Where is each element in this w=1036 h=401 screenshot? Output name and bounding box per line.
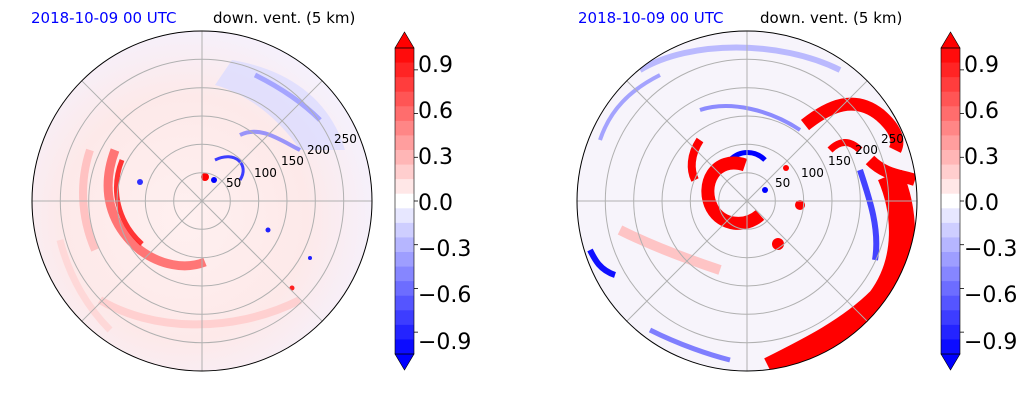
right-colorbar-level xyxy=(941,295,960,311)
left-colorbar-level xyxy=(395,222,414,238)
right-colorbar-level xyxy=(941,193,960,209)
left-radial-tick-labels: 50 100 150 200 250 xyxy=(226,132,357,190)
left-polar-frame xyxy=(31,30,373,372)
right-colorbar-level xyxy=(941,135,960,151)
right-cbtick-0.3: 0.3 xyxy=(964,145,999,170)
right-cbtick-0.6: 0.6 xyxy=(964,99,999,124)
left-colorbar-level xyxy=(395,179,414,195)
left-colorbar-level xyxy=(395,164,414,180)
right-rtick-250: 250 xyxy=(881,132,904,146)
left-cbtick-0.9: 0.9 xyxy=(418,53,453,78)
right-polar-grid xyxy=(577,31,917,371)
left-colorbar-ticks: 0.9 0.6 0.3 0.0 −0.3 −0.6 −0.9 xyxy=(418,53,471,355)
left-colorbar-swatches xyxy=(394,31,418,371)
right-colorbar-level xyxy=(941,310,960,326)
left-colorbar-level xyxy=(395,91,414,107)
left-colorbar-level xyxy=(395,135,414,151)
right-colorbar-level xyxy=(941,48,960,64)
right-colorbar-level xyxy=(941,252,960,268)
right-colorbar-level xyxy=(941,237,960,253)
right-colorbar-level xyxy=(941,62,960,78)
right-colorbar-level xyxy=(941,77,960,93)
left-cbtick-m0.3: −0.3 xyxy=(418,237,471,262)
right-title-date: 2018-10-09 00 UTC xyxy=(578,9,724,27)
left-colorbar-level xyxy=(395,324,414,340)
left-colorbar-level xyxy=(395,62,414,78)
left-colorbar-level xyxy=(395,150,414,166)
right-rtick-150: 150 xyxy=(828,154,851,168)
left-rtick-250: 250 xyxy=(334,132,357,146)
right-colorbar-level xyxy=(941,179,960,195)
left-colorbar-level xyxy=(395,339,414,355)
left-colorbar-level xyxy=(395,120,414,136)
left-cbtick-0.6: 0.6 xyxy=(418,99,453,124)
right-colorbar-ticks: 0.9 0.6 0.3 0.0 −0.3 −0.6 −0.9 xyxy=(964,53,1017,355)
right-colorbar-level xyxy=(941,164,960,180)
left-colorbar-level xyxy=(395,193,414,209)
right-colorbar-level xyxy=(941,150,960,166)
right-colorbar-level xyxy=(941,339,960,355)
left-cbtick-m0.9: −0.9 xyxy=(418,330,471,355)
left-polar-grid xyxy=(32,31,372,371)
left-colorbar-level xyxy=(395,48,414,64)
left-rtick-100: 100 xyxy=(254,166,277,180)
right-colorbar-swatches xyxy=(940,31,964,371)
right-colorbar-level xyxy=(941,266,960,282)
left-colorbar-level xyxy=(395,77,414,93)
right-colorbar-level xyxy=(941,324,960,340)
left-cbtick-0.0: 0.0 xyxy=(418,191,453,216)
right-title-variable: down. vent. (5 km) xyxy=(760,9,902,27)
left-cbtick-0.3: 0.3 xyxy=(418,145,453,170)
left-colorbar-level xyxy=(395,237,414,253)
left-colorbar-level xyxy=(395,106,414,122)
right-colorbar-extend-min xyxy=(940,353,961,371)
right-cbtick-m0.9: −0.9 xyxy=(964,330,1017,355)
right-colorbar-level xyxy=(941,120,960,136)
right-rtick-200: 200 xyxy=(855,143,878,157)
left-colorbar-extend-max xyxy=(394,31,415,49)
right-cbtick-m0.3: −0.3 xyxy=(964,237,1017,262)
left-colorbar-level xyxy=(395,208,414,224)
right-colorbar: 0.9 0.6 0.3 0.0 −0.3 −0.6 −0.9 xyxy=(940,31,1017,371)
left-rtick-150: 150 xyxy=(281,154,304,168)
right-cbtick-m0.6: −0.6 xyxy=(964,283,1017,308)
right-rtick-100: 100 xyxy=(801,166,824,180)
right-cbtick-0.0: 0.0 xyxy=(964,191,999,216)
left-title-date: 2018-10-09 00 UTC xyxy=(31,9,177,27)
left-colorbar-level xyxy=(395,252,414,268)
right-colorbar-level xyxy=(941,281,960,297)
right-radial-tick-labels: 50 100 150 200 250 xyxy=(775,132,904,190)
right-cbtick-0.9: 0.9 xyxy=(964,53,999,78)
left-colorbar-level xyxy=(395,266,414,282)
right-colorbar-extend-max xyxy=(940,31,961,49)
right-colorbar-level xyxy=(941,91,960,107)
left-colorbar-level xyxy=(395,281,414,297)
right-colorbar-level xyxy=(941,208,960,224)
left-panel: 2018-10-09 00 UTC down. vent. (5 km) xyxy=(31,9,471,372)
right-colorbar-level xyxy=(941,222,960,238)
left-colorbar: 0.9 0.6 0.3 0.0 −0.3 −0.6 −0.9 xyxy=(394,31,471,371)
right-rtick-50: 50 xyxy=(775,176,790,190)
left-cbtick-m0.6: −0.6 xyxy=(418,283,471,308)
right-colorbar-level xyxy=(941,106,960,122)
left-colorbar-extend-min xyxy=(394,353,415,371)
right-polar-frame xyxy=(576,30,918,372)
right-panel: 2018-10-09 00 UTC down. vent. (5 km) xyxy=(576,9,1017,372)
left-colorbar-level xyxy=(395,310,414,326)
left-colorbar-level xyxy=(395,295,414,311)
left-rtick-50: 50 xyxy=(226,176,241,190)
left-title-variable: down. vent. (5 km) xyxy=(213,9,355,27)
left-rtick-200: 200 xyxy=(307,143,330,157)
